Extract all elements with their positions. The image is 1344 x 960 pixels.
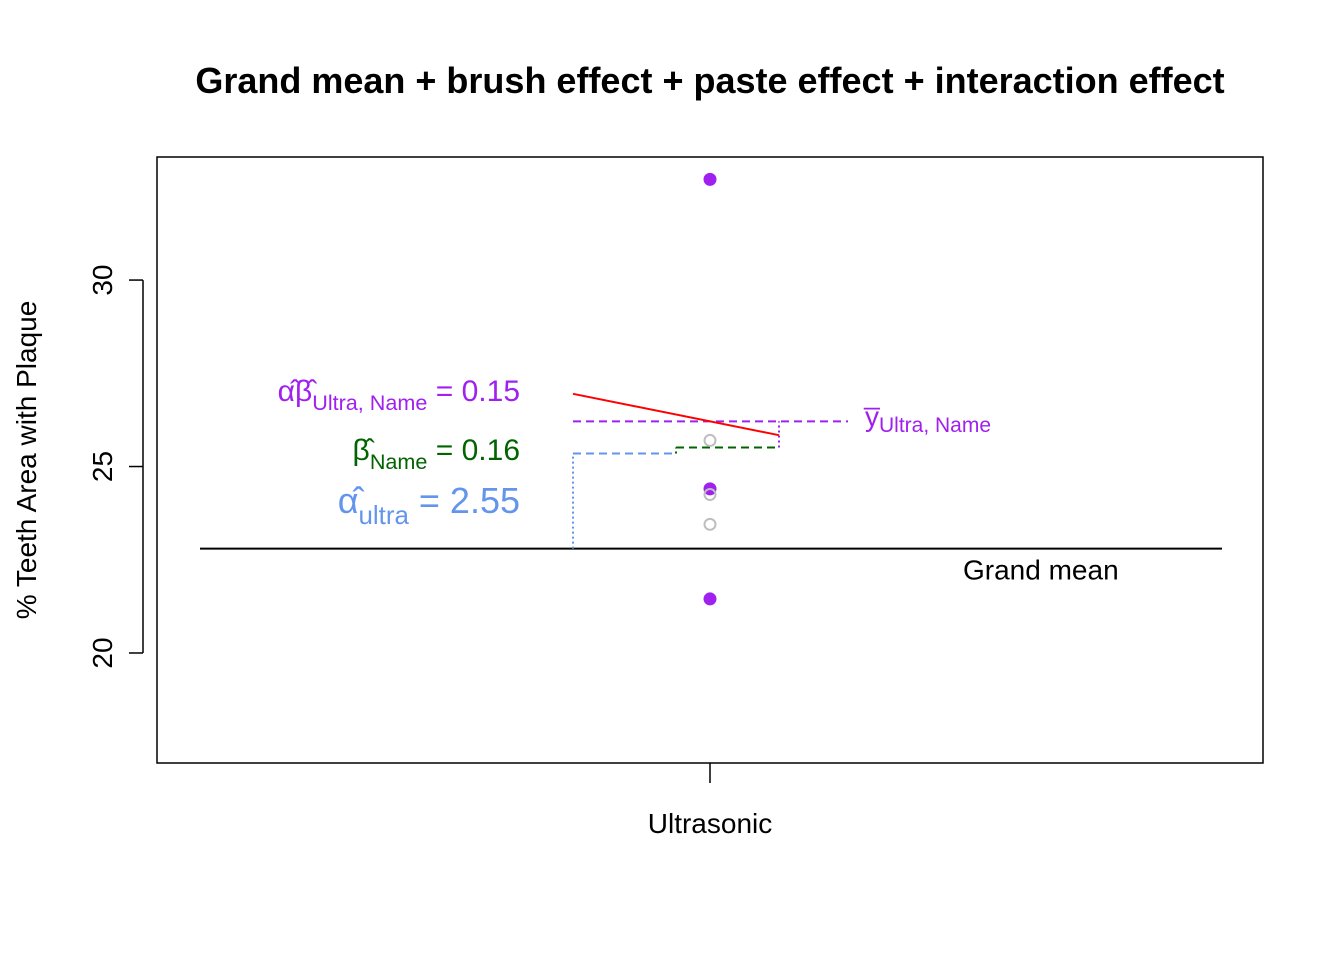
y-tick-label: 30 [87, 264, 118, 295]
cell-mean-subscript: Ultra, Name [879, 414, 991, 437]
brush-annotation-value: = 2.55 [409, 480, 520, 521]
interaction-annotation-subscript: Ultra, Name [312, 390, 427, 415]
annotations: α̂β̂Ultra, Name = 0.15β̂Name = 0.16α̂ult… [278, 375, 991, 530]
cell-mean-label: y̅Ultra, Name [863, 401, 991, 437]
chart-title: Grand mean + brush effect + paste effect… [195, 60, 1224, 101]
data-point [703, 592, 717, 606]
y-tick-label: 25 [87, 451, 118, 482]
interaction-annotation-value: = 0.15 [427, 375, 520, 408]
brush-annotation-subscript: ultra [359, 502, 410, 530]
data-point-open [703, 487, 717, 501]
interaction-annotation: α̂β̂Ultra, Name = 0.15 [278, 375, 520, 415]
data-point-open [703, 433, 717, 447]
y-axis: 20 25 30 [87, 264, 144, 669]
x-axis: Ultrasonic [648, 763, 772, 839]
paste-annotation: β̂Name = 0.16 [353, 434, 520, 474]
grand-mean-label: Grand mean [963, 555, 1119, 586]
paste-annotation-subscript: Name [370, 449, 428, 474]
y-axis-label: % Teeth Area with Plaque [11, 301, 42, 620]
y-tick-label: 20 [87, 637, 118, 668]
cell-mean-symbol: y̅ [863, 401, 881, 432]
brush-annotation: α̂ultra = 2.55 [338, 480, 520, 530]
data-point [703, 172, 717, 186]
interaction-line [572, 392, 780, 437]
interaction-annotation-symbol: α̂β̂ [278, 375, 318, 408]
data-point-open [703, 517, 717, 531]
paste-annotation-symbol: β̂ [353, 434, 375, 467]
reference-lines: Grand mean [200, 392, 1222, 586]
paste-annotation-value: = 0.16 [427, 434, 520, 467]
x-tick-label: Ultrasonic [648, 808, 772, 839]
plot-frame [156, 156, 1264, 764]
data-points [703, 172, 717, 606]
